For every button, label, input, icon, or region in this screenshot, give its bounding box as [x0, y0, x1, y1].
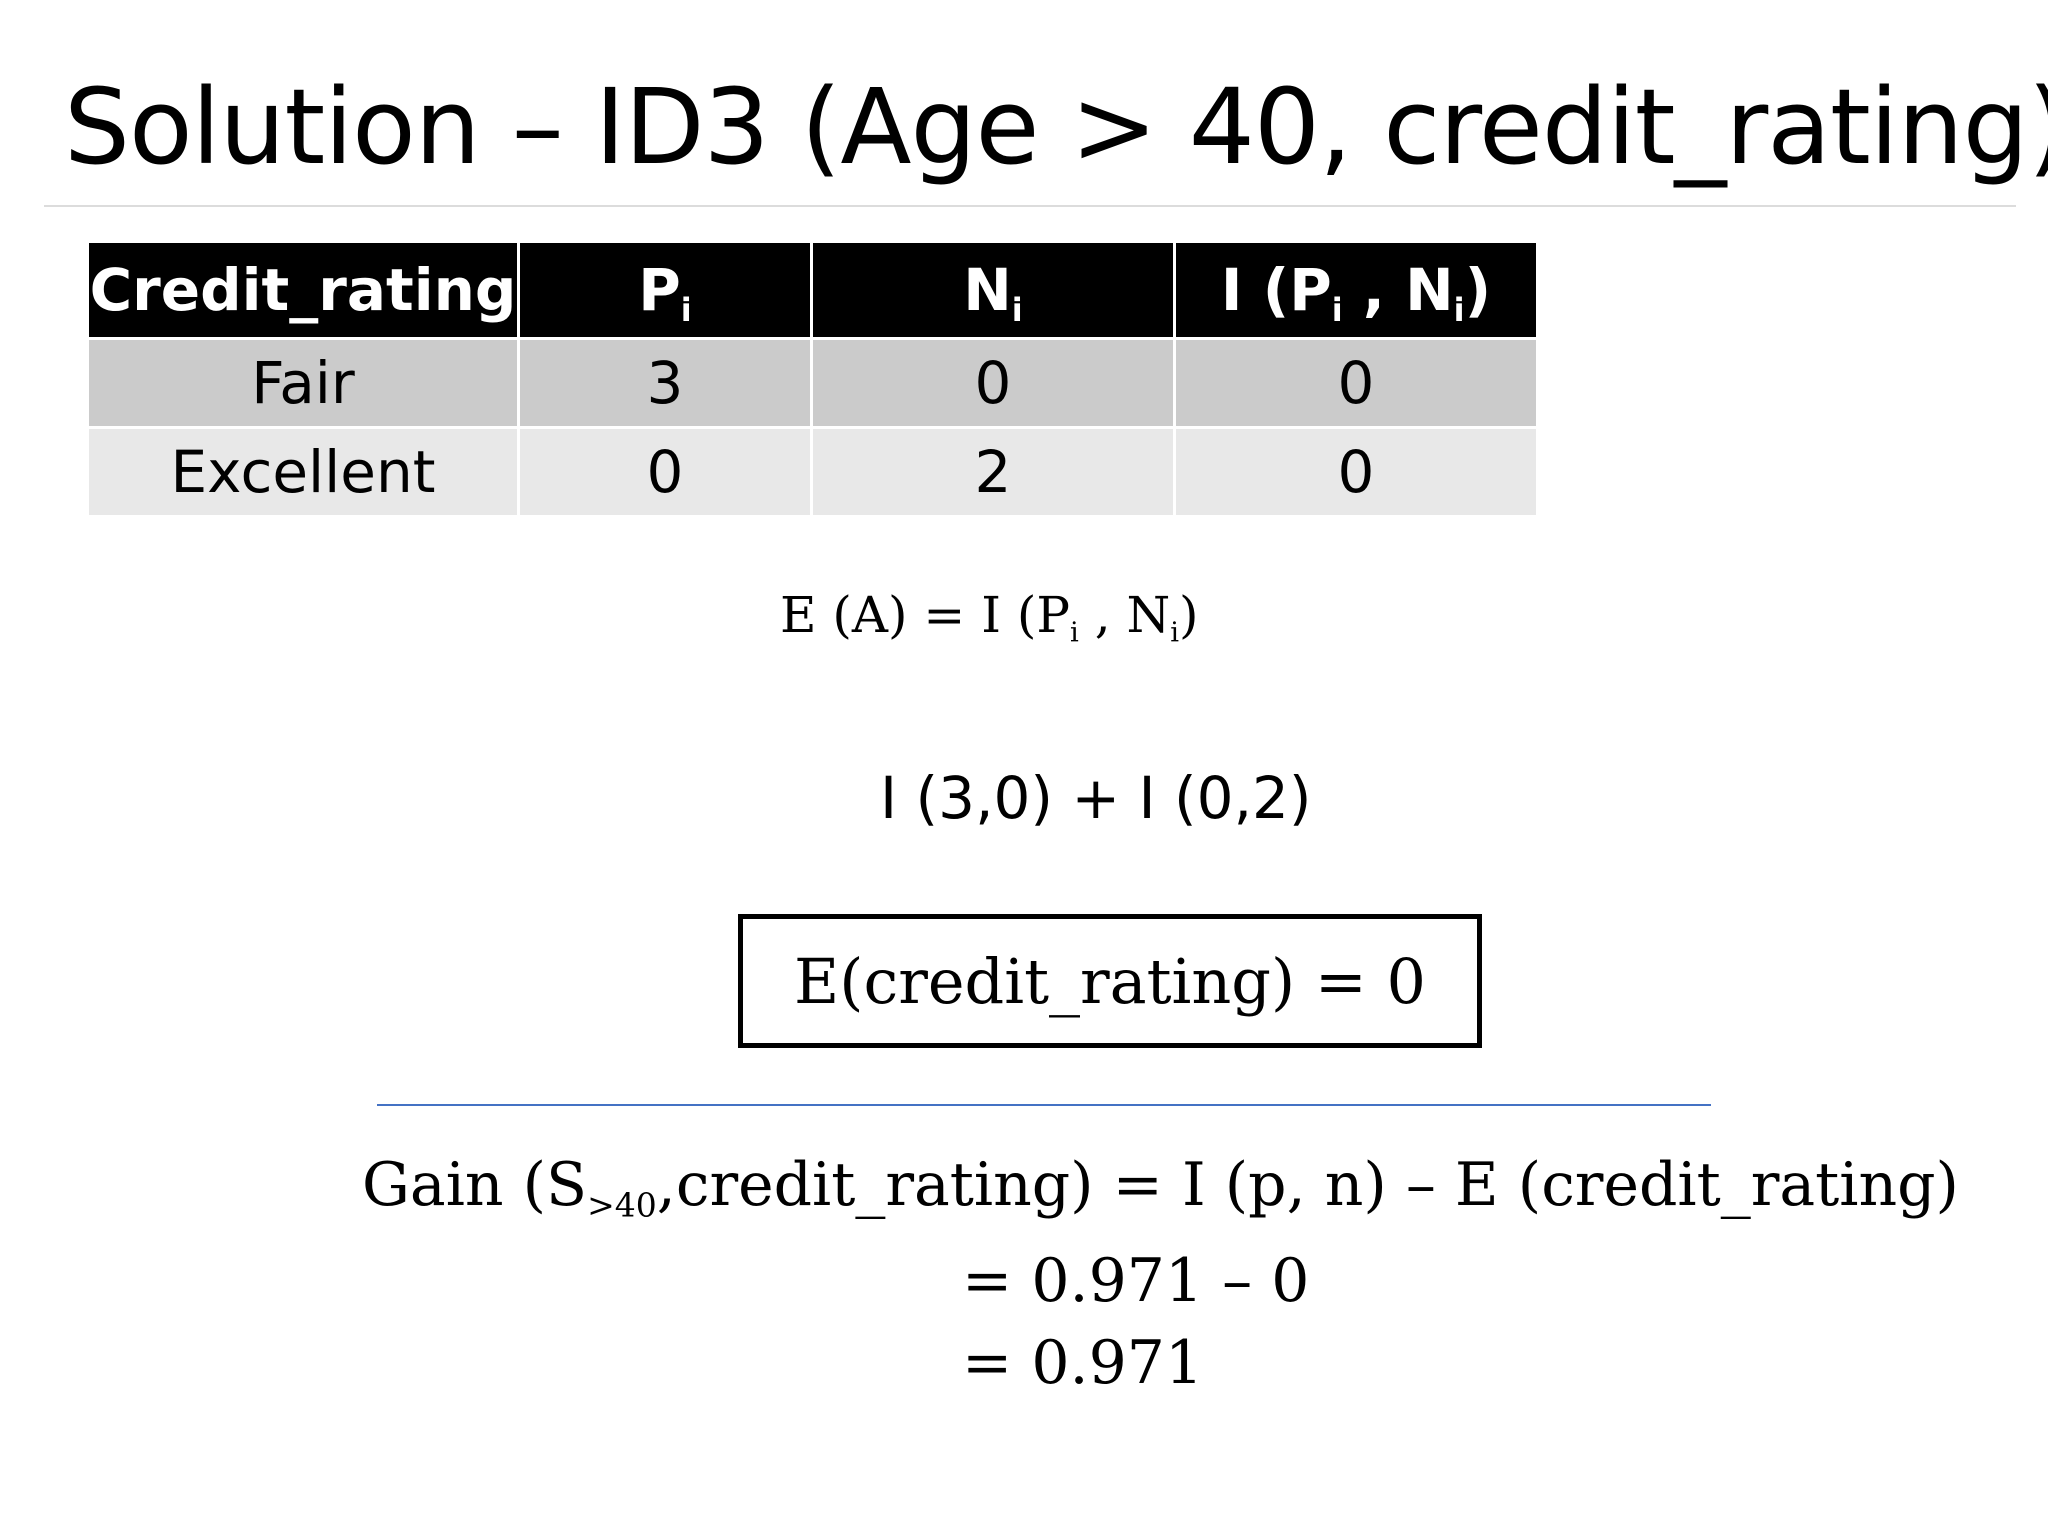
gain-formula: Gain (S>40,credit_rating) = I (p, n) – E… — [362, 1150, 1959, 1225]
table-row: Excellent 0 2 0 — [86, 426, 1539, 518]
gain-step-1: = 0.971 – 0 — [962, 1246, 1310, 1316]
cell-label: Fair — [86, 337, 520, 429]
cell-p: 3 — [517, 337, 813, 429]
section-divider — [377, 1104, 1711, 1106]
cell-n: 2 — [810, 426, 1176, 518]
credit-rating-table: Credit_rating Pi Ni I (Pi , Ni) Fair 3 0… — [86, 240, 1539, 518]
slide-title: Solution – ID3 (Age > 40, credit_rating) — [64, 66, 2048, 188]
header-ni: Ni — [810, 240, 1176, 340]
info-sum-formula: I (3,0) + I (0,2) — [880, 764, 1312, 832]
cell-n: 0 — [810, 337, 1176, 429]
header-pi: Pi — [517, 240, 813, 340]
cell-i: 0 — [1173, 337, 1539, 429]
cell-p: 0 — [517, 426, 813, 518]
title-divider — [44, 205, 2016, 207]
header-info: I (Pi , Ni) — [1173, 240, 1539, 340]
table-row: Fair 3 0 0 — [86, 337, 1539, 429]
cell-label: Excellent — [86, 426, 520, 518]
entropy-result-box: E(credit_rating) = 0 — [738, 914, 1482, 1048]
entropy-formula: E (A) = I (Pi , Ni) — [780, 586, 1199, 649]
cell-i: 0 — [1173, 426, 1539, 518]
table-header-row: Credit_rating Pi Ni I (Pi , Ni) — [86, 240, 1539, 340]
entropy-result-text: E(credit_rating) = 0 — [794, 944, 1426, 1018]
header-credit-rating: Credit_rating — [86, 240, 520, 340]
gain-step-2: = 0.971 — [962, 1328, 1204, 1398]
